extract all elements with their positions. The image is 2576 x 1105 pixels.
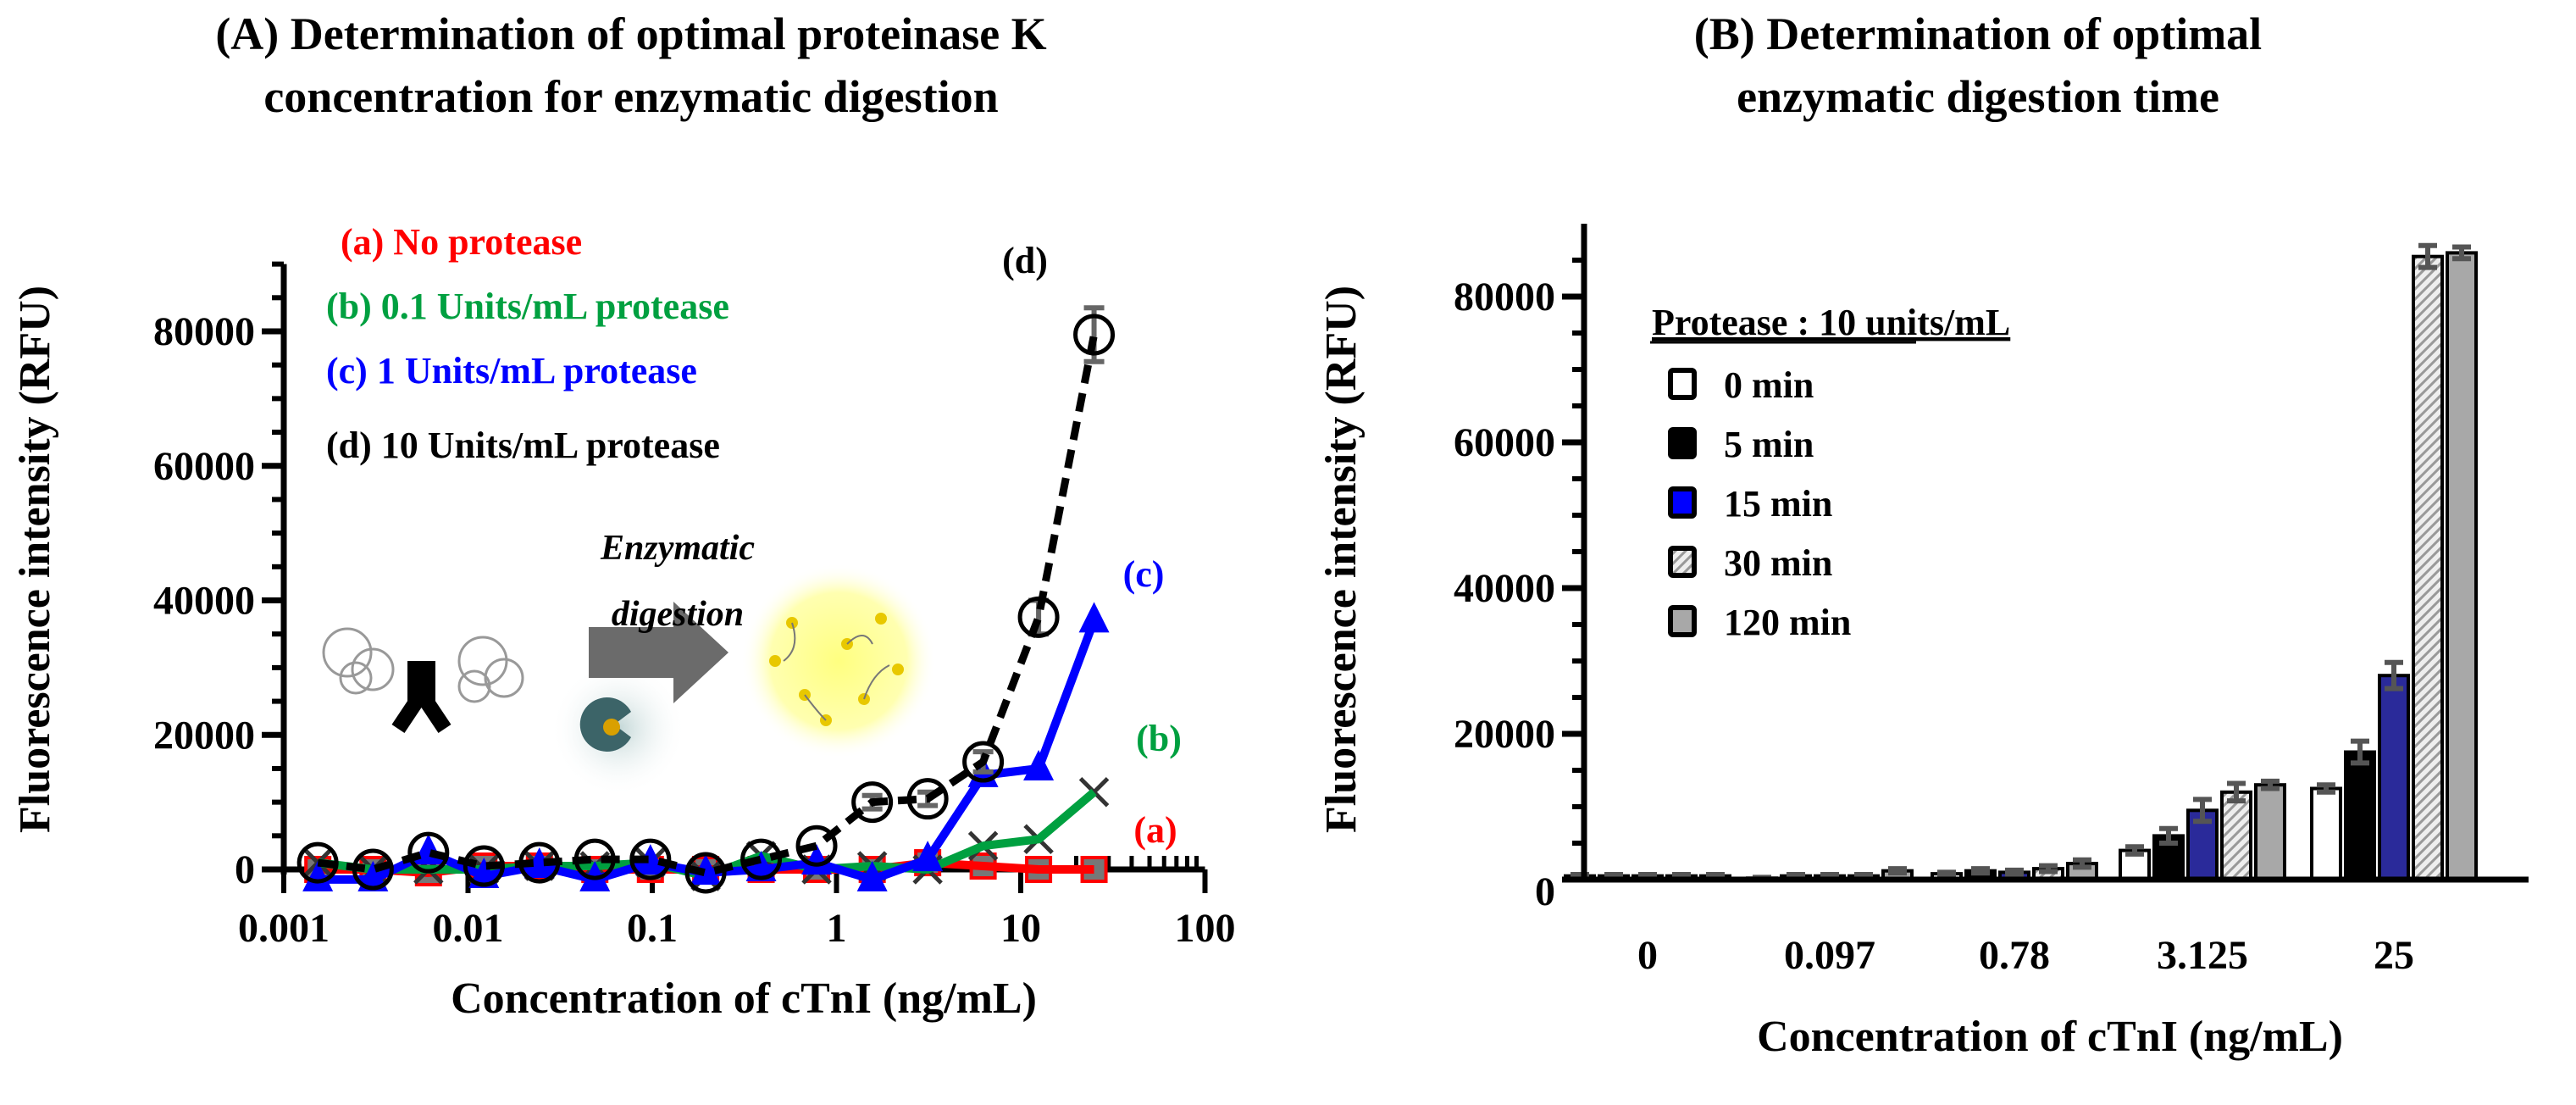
x-tick-label: 0.001 — [238, 906, 330, 951]
x-tick-label: 0 — [1637, 933, 1658, 978]
x-tick-label: 25 — [2374, 933, 2414, 978]
fragments-icon — [769, 613, 904, 726]
x-tick-label: 3.125 — [2157, 933, 2248, 978]
y-tick-label: 60000 — [153, 444, 255, 489]
panel-b-title-line1: (B) Determination of optimal — [1694, 8, 2262, 59]
panel-a-plot: 0 20000 40000 60000 80000 0.001 0.01 0.1 1 10 100 — [153, 261, 1236, 951]
panel-a-legend: (a) No protease (b) 0.1 Units/mL proteas… — [326, 221, 729, 466]
error-bar — [2227, 780, 2246, 804]
bar-120-min-3.125 — [2254, 783, 2286, 882]
data-point-circle — [684, 852, 727, 894]
x-tick-label: 10 — [1000, 906, 1041, 951]
data-point-triangle — [1078, 602, 1110, 633]
data-point-circle — [407, 831, 450, 874]
series-d — [296, 305, 1116, 894]
y-tick-label: 80000 — [153, 309, 255, 354]
y-tick-label: 60000 — [1454, 420, 1555, 465]
x-tick-label: 1 — [827, 906, 847, 951]
error-bar — [2418, 242, 2437, 270]
bar-0-min-25 — [2310, 786, 2342, 881]
error-bar — [2317, 782, 2335, 795]
bar-5-min-25 — [2344, 750, 2376, 881]
error-bar — [2261, 778, 2280, 791]
series-line-d — [317, 334, 1098, 877]
series-label-a: (a) — [1133, 809, 1177, 851]
panel-a-title-line1: (A) Determination of optimal proteinase … — [215, 8, 1046, 59]
data-point-circle — [740, 838, 783, 880]
error-bar — [2073, 857, 2091, 870]
legend-swatch-15-min — [1668, 486, 1697, 519]
y-tick-label: 0 — [1535, 869, 1555, 914]
legend-item-b: (b) 0.1 Units/mL protease — [326, 286, 729, 327]
error-bar — [1888, 866, 1907, 876]
inset-label-digestion: digestion — [612, 595, 744, 634]
y-tick-label: 40000 — [1454, 566, 1555, 611]
digestion-arrow-icon — [589, 602, 728, 703]
fluorescence-glow — [741, 564, 936, 758]
x-tick-label: 0.1 — [627, 906, 678, 951]
legend-item-c: (c) 1 Units/mL protease — [326, 350, 697, 391]
series-label-b: (b) — [1136, 718, 1182, 759]
bar-15-min-25 — [2378, 674, 2410, 882]
legend-swatch-120-min — [1668, 605, 1697, 637]
error-bar — [2385, 659, 2403, 691]
legend-label-5-min: 5 min — [1724, 424, 1814, 465]
panel-b-xlabel: Concentration of cTnI (ng/mL) — [1757, 1013, 2343, 1061]
error-bar — [2193, 797, 2212, 825]
bar-120-min-25 — [2446, 251, 2478, 881]
inset-label-enzymatic: Enzymatic — [600, 529, 755, 568]
panel-a-xlabel: Concentration of cTnI (ng/mL) — [451, 975, 1037, 1023]
panel-b-plot: 0 20000 40000 60000 80000 0 0.097 0.78 3.125 25 — [1454, 224, 2529, 978]
legend-label-120-min: 120 min — [1724, 602, 1851, 643]
y-tick-label: 20000 — [153, 713, 255, 758]
legend-label-15-min: 15 min — [1724, 483, 1832, 525]
error-bar — [2159, 825, 2178, 846]
legend-label-0-min: 0 min — [1724, 364, 1814, 406]
legend-swatch-30-min — [1668, 546, 1697, 578]
x-tick-label: 0.097 — [1784, 933, 1875, 978]
error-bar — [1937, 869, 1956, 878]
bar-30-min-3.125 — [2220, 790, 2252, 881]
y-tick-label: 0 — [235, 847, 255, 892]
x-tick-label: 0.01 — [433, 906, 504, 951]
error-bar — [2039, 863, 2058, 875]
panel-b-title-line2: enzymatic digestion time — [1737, 71, 2219, 122]
error-bar — [2452, 244, 2471, 262]
panel-a-title-line2: concentration for enzymatic digestion — [263, 71, 998, 122]
error-bar — [2125, 844, 2144, 857]
legend-item-a: (a) No protease — [341, 221, 582, 263]
panel-b-ylabel: Fluorescence intensity (RFU) — [1317, 286, 1366, 833]
error-bar — [2351, 738, 2369, 766]
protease-active-site — [603, 719, 620, 736]
error-bar — [2005, 867, 2024, 877]
digestion-illustration: Enzymatic digestion — [322, 529, 936, 797]
error-bar — [1971, 866, 1990, 876]
legend-item-d: (d) 10 Units/mL protease — [326, 425, 720, 466]
legend-swatch-5-min — [1668, 427, 1697, 459]
data-point-circle — [851, 781, 894, 824]
x-tick-label: 100 — [1175, 906, 1236, 951]
legend-swatch-0-min — [1668, 368, 1697, 400]
data-point-circle — [795, 825, 838, 867]
y-tick-label: 40000 — [153, 579, 255, 624]
x-tick-label: 0.78 — [1979, 933, 2050, 978]
panel-b-legend: Protease : 10 units/mL 0 min 5 min 15 min 3… — [1650, 302, 2010, 643]
data-point-circle — [962, 741, 1005, 783]
bar-30-min-25 — [2412, 254, 2444, 881]
legend-label-30-min: 30 min — [1724, 542, 1832, 584]
panel-a-ylabel: Fluorescence intensity (RFU) — [11, 286, 59, 833]
antibody-complex-icon — [322, 627, 524, 733]
series-label-d: (d) — [1002, 240, 1048, 281]
legend-title: Protease : 10 units/mL — [1652, 302, 2010, 343]
series-label-c: (c) — [1123, 553, 1165, 595]
y-tick-label: 20000 — [1454, 712, 1555, 757]
y-tick-label: 80000 — [1454, 275, 1555, 319]
